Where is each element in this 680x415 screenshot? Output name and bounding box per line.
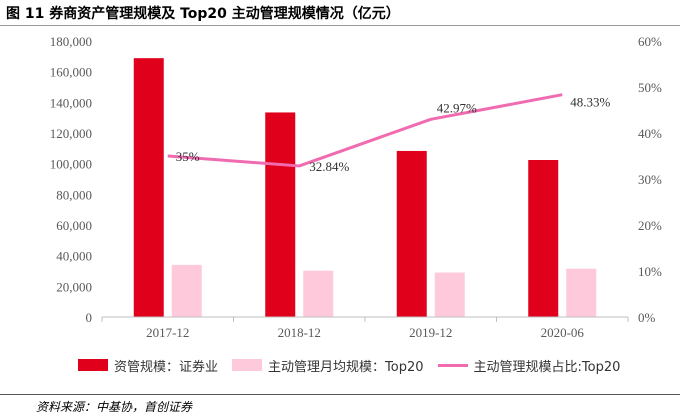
- y-left-tick-7: 140,000: [50, 95, 92, 110]
- legend-swatch-primary: [78, 359, 108, 371]
- x-tick-label-0: 2017-12: [146, 325, 189, 340]
- y-right-tick-3: 30%: [638, 172, 662, 187]
- y-right-tick-5: 50%: [638, 80, 662, 95]
- line-data-label-3: 48.33%: [570, 95, 610, 110]
- y-left-tick-1: 20,000: [56, 279, 92, 294]
- title-bar: 图 11 券商资产管理规模及 Top20 主动管理规模情况（亿元）: [0, 0, 680, 26]
- legend-item-line: 主动管理规模占比:Top20: [437, 356, 621, 375]
- bars-layer: [133, 58, 597, 317]
- legend: 资管规模：证券业 主动管理月均规模：Top20 主动管理规模占比:Top20: [78, 354, 634, 376]
- x-tick-label-1: 2018-12: [278, 325, 321, 340]
- source-note: 资料来源：中基协，首创证券: [36, 400, 193, 414]
- legend-label-secondary: 主动管理月均规模：Top20: [268, 359, 424, 375]
- legend-item-primary: 资管规模：证券业: [78, 356, 218, 375]
- legend-swatch-line: [437, 363, 468, 367]
- y-right-tick-0: 0%: [638, 310, 656, 325]
- y-left-tick-0: 0: [86, 310, 93, 325]
- y-right-tick-4: 40%: [638, 126, 662, 141]
- bar-secondary-1: [303, 270, 334, 317]
- line-data-label-0: 35%: [176, 149, 200, 164]
- y-right-tick-6: 60%: [638, 34, 662, 49]
- y-left-tick-5: 100,000: [50, 157, 92, 172]
- y-left-tick-2: 40,000: [56, 249, 92, 264]
- y-left-tick-4: 80,000: [56, 187, 92, 202]
- y-left-tick-3: 60,000: [56, 218, 92, 233]
- y-left-tick-8: 160,000: [50, 65, 92, 80]
- legend-label-line: 主动管理规模占比:Top20: [473, 359, 621, 375]
- y-left-tick-6: 120,000: [50, 126, 92, 141]
- axes-layer: [101, 316, 629, 322]
- bar-primary-3: [528, 159, 559, 317]
- ticks-layer: 0 20,000 40,000 60,000 80,000 100,000 120,000 1…: [50, 34, 662, 340]
- line-data-label-2: 42.97%: [437, 100, 477, 115]
- line-data-label-1: 32.84%: [309, 159, 349, 174]
- line-layer: 35% 32.84% 42.97% 48.33%: [167, 93, 611, 174]
- bar-primary-1: [265, 112, 296, 317]
- legend-label-primary: 资管规模：证券业: [114, 359, 219, 375]
- bar-secondary-3: [566, 268, 597, 317]
- line-share-top20: [167, 93, 563, 168]
- source-bar: 资料来源：中基协，首创证券: [0, 394, 680, 414]
- bar-secondary-2: [434, 272, 465, 317]
- x-tick-label-3: 2020-06: [541, 325, 585, 340]
- bar-secondary-0: [171, 264, 202, 317]
- y-left-tick-9: 180,000: [50, 34, 92, 49]
- y-right-tick-2: 20%: [638, 218, 662, 233]
- x-tick-label-2: 2019-12: [409, 325, 452, 340]
- y-right-tick-1: 10%: [638, 264, 662, 279]
- legend-swatch-secondary: [232, 359, 263, 371]
- bar-primary-0: [133, 58, 164, 317]
- legend-item-secondary: 主动管理月均规模：Top20: [232, 356, 424, 375]
- chart-title: 图 11 券商资产管理规模及 Top20 主动管理规模情况（亿元）: [6, 6, 400, 22]
- bar-primary-2: [396, 150, 427, 317]
